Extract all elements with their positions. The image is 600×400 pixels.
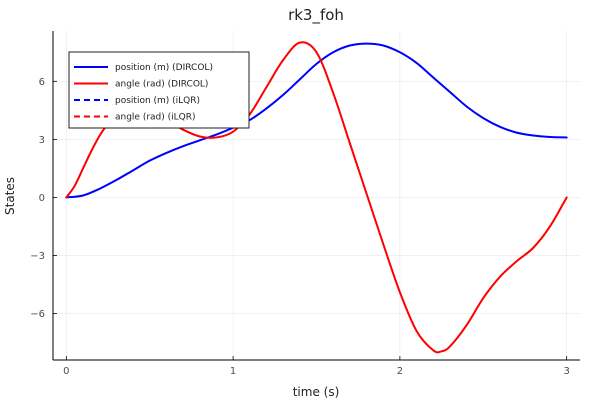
- y-tick-label: 6: [39, 77, 45, 88]
- legend-label-3: angle (rad) (iLQR): [115, 113, 196, 123]
- legend-label-0: position (m) (DIRCOL): [115, 63, 213, 73]
- y-axis-label: States: [3, 177, 17, 215]
- series-line-0: [65, 42, 568, 199]
- x-tick-label: 2: [397, 366, 403, 377]
- legend-label-2: position (m) (iLQR): [115, 96, 200, 106]
- legend-box: [68, 51, 250, 129]
- legend: position (m) (DIRCOL) angle (rad) (DIRCOL…: [68, 51, 250, 129]
- x-tick-label: 3: [563, 366, 569, 377]
- chart-title: rk3_foh: [288, 6, 344, 25]
- tick-labels: 0 1 2 3 −6 −3 0 3 6: [30, 77, 570, 377]
- x-tick-label: 0: [63, 366, 69, 377]
- y-tick-label: 0: [39, 193, 45, 204]
- x-axis-label: time (s): [293, 385, 340, 399]
- x-tick-label: 1: [230, 366, 236, 377]
- legend-label-1: angle (rad) (DIRCOL): [115, 80, 208, 90]
- axes: [52, 31, 580, 361]
- y-tick-label: 3: [39, 135, 45, 146]
- y-tick-label: −6: [30, 309, 45, 320]
- y-tick-label: −3: [30, 251, 45, 262]
